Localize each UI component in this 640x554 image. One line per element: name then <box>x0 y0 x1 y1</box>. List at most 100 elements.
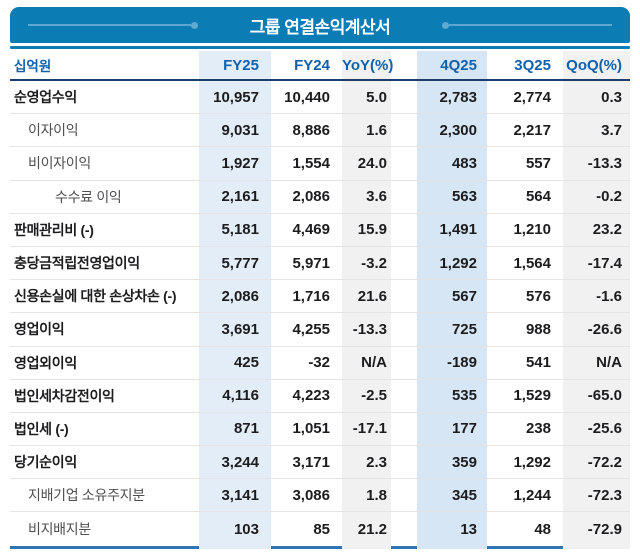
table-row: 법인세차감전이익 4,116 4,223 -2.5 535 1,529 -65.0 <box>10 380 630 413</box>
cell-fy25: 9,031 <box>221 121 259 139</box>
deco-line-right <box>449 24 613 26</box>
cell-fy24: -32 <box>308 354 330 372</box>
cell-4q25: 483 <box>451 154 477 172</box>
cell-3q25: 1,564 <box>513 254 551 272</box>
cell-qoq: -1.6 <box>596 287 622 305</box>
cell-qoq: -25.6 <box>587 420 622 438</box>
cell-qoq: -0.2 <box>596 188 622 206</box>
cell-fy24: 2,086 <box>292 188 330 206</box>
page-title: 그룹 연결손익계산서 <box>249 17 391 37</box>
row-label: 당기순이익 <box>14 454 77 471</box>
table-row: 수수료 이익 2,161 2,086 3.6 563 564 -0.2 <box>10 181 630 214</box>
table-row: 지배기업 소유주지분 3,141 3,086 1.8 345 1,244 -72.3 <box>10 479 630 513</box>
cell-fy24: 3,171 <box>292 453 330 471</box>
cell-3q25: 2,774 <box>513 88 551 106</box>
cell-fy24: 10,440 <box>284 88 330 106</box>
income-statement-panel: 그룹 연결손익계산서 십억원 FY25 FY24 YoY(%) 4Q25 3Q2… <box>10 7 630 549</box>
cell-fy25: 5,181 <box>221 221 259 239</box>
column-header-qoq: QoQ(%) <box>566 56 622 74</box>
deco-line-left <box>28 24 191 26</box>
table-row: 영업이익 3,691 4,255 -13.3 725 988 -26.6 <box>10 313 630 347</box>
table-row: 이자이익 9,031 8,886 1.6 2,300 2,217 3.7 <box>10 114 630 148</box>
cell-fy25: 103 <box>233 520 259 538</box>
cell-4q25: 535 <box>451 387 477 405</box>
cell-fy24: 8,886 <box>292 121 330 139</box>
row-label: 비지배지분 <box>28 521 91 538</box>
cell-yoy: -3.2 <box>361 254 387 272</box>
cell-qoq: 3.7 <box>601 121 622 139</box>
unit-label: 십억원 <box>14 59 52 74</box>
table-row: 충당금적립전영업이익 5,777 5,971 -3.2 1,292 1,564 -17.4 <box>10 247 630 281</box>
cell-fy24: 85 <box>313 520 330 538</box>
table-row: 영업외이익 425 -32 N/A -189 541 N/A <box>10 347 630 380</box>
cell-4q25: 13 <box>460 520 477 538</box>
row-label: 법인세차감전이익 <box>14 387 115 404</box>
column-header-fy24: FY24 <box>294 56 330 74</box>
table-row: 순영업수익 10,957 10,440 5.0 2,783 2,774 0.3 <box>10 81 630 115</box>
cell-yoy: 21.2 <box>357 520 387 538</box>
table-row: 판매관리비 (-) 5,181 4,469 15.9 1,491 1,210 23.2 <box>10 214 630 247</box>
cell-qoq: -17.4 <box>587 254 622 272</box>
cell-qoq: -65.0 <box>587 387 622 405</box>
cell-4q25: 345 <box>451 486 477 504</box>
cell-fy24: 3,086 <box>292 486 330 504</box>
cell-fy25: 3,141 <box>221 486 259 504</box>
cell-yoy: 15.9 <box>357 221 387 239</box>
title-deco-right <box>442 21 613 29</box>
cell-4q25: 359 <box>451 453 477 471</box>
cell-fy24: 4,469 <box>292 221 330 239</box>
cell-fy24: 1,051 <box>292 420 330 438</box>
table-body: 순영업수익 10,957 10,440 5.0 2,783 2,774 0.3 이자이익 9,0… <box>10 81 630 549</box>
income-statement-table: 십억원 FY25 FY24 YoY(%) 4Q25 3Q25 QoQ(%) 순영… <box>10 51 630 549</box>
cell-yoy: 2.3 <box>366 453 387 471</box>
cell-qoq: -72.2 <box>587 453 622 471</box>
cell-fy24: 4,223 <box>292 387 330 405</box>
cell-fy25: 2,086 <box>221 287 259 305</box>
cell-yoy: -13.3 <box>352 320 387 338</box>
cell-4q25: 2,300 <box>439 121 477 139</box>
cell-yoy: 1.8 <box>366 486 387 504</box>
title-bar: 그룹 연결손익계산서 <box>10 7 630 43</box>
cell-qoq: -72.3 <box>587 486 622 504</box>
cell-fy25: 4,116 <box>222 387 259 405</box>
column-highlight-yoy <box>342 51 391 549</box>
table-row: 신용손실에 대한 손상차손 (-) 2,086 1,716 21.6 567 576 -1.… <box>10 280 630 314</box>
cell-3q25: 1,210 <box>513 221 551 239</box>
title-deco-left <box>28 21 198 29</box>
cell-fy25: 5,777 <box>221 254 259 272</box>
cell-3q25: 2,217 <box>513 121 551 139</box>
cell-3q25: 1,529 <box>513 387 551 405</box>
cell-3q25: 988 <box>525 320 551 338</box>
cell-3q25: 557 <box>525 154 551 172</box>
cell-4q25: 177 <box>451 420 477 438</box>
row-label: 수수료 이익 <box>55 188 122 205</box>
row-label: 영업이익 <box>14 321 65 338</box>
row-label: 비이자이익 <box>28 155 91 172</box>
cell-qoq: -26.6 <box>587 320 622 338</box>
table-row: 비이자이익 1,927 1,554 24.0 483 557 -13.3 <box>10 147 630 181</box>
cell-3q25: 48 <box>534 520 551 538</box>
cell-fy25: 2,161 <box>221 188 259 206</box>
cell-3q25: 1,244 <box>513 486 551 504</box>
cell-4q25: 563 <box>451 188 477 206</box>
cell-yoy: 1.6 <box>366 121 387 139</box>
table-row: 비지배지분 103 85 21.2 13 48 -72.9 <box>10 512 630 545</box>
cell-qoq: 23.2 <box>592 221 622 239</box>
column-highlight-4q25 <box>417 51 487 549</box>
row-label: 순영업수익 <box>14 89 77 106</box>
cell-fy25: 871 <box>233 420 259 438</box>
cell-qoq: -13.3 <box>587 154 622 172</box>
title-underline <box>10 46 630 49</box>
cell-qoq: 0.3 <box>601 88 622 106</box>
cell-fy25: 425 <box>233 354 259 372</box>
cell-fy25: 10,957 <box>213 88 259 106</box>
table-row: 당기순이익 3,244 3,171 2.3 359 1,292 -72.2 <box>10 446 630 480</box>
row-label: 신용손실에 대한 손상차손 (-) <box>14 288 177 305</box>
row-label: 이자이익 <box>28 122 79 139</box>
cell-fy24: 1,554 <box>292 154 330 172</box>
column-header-yoy: YoY(%) <box>342 56 394 74</box>
column-header-3q25: 3Q25 <box>514 56 551 74</box>
cell-4q25: -189 <box>446 354 477 372</box>
cell-3q25: 238 <box>525 420 551 438</box>
column-highlight-fy25 <box>199 51 271 549</box>
